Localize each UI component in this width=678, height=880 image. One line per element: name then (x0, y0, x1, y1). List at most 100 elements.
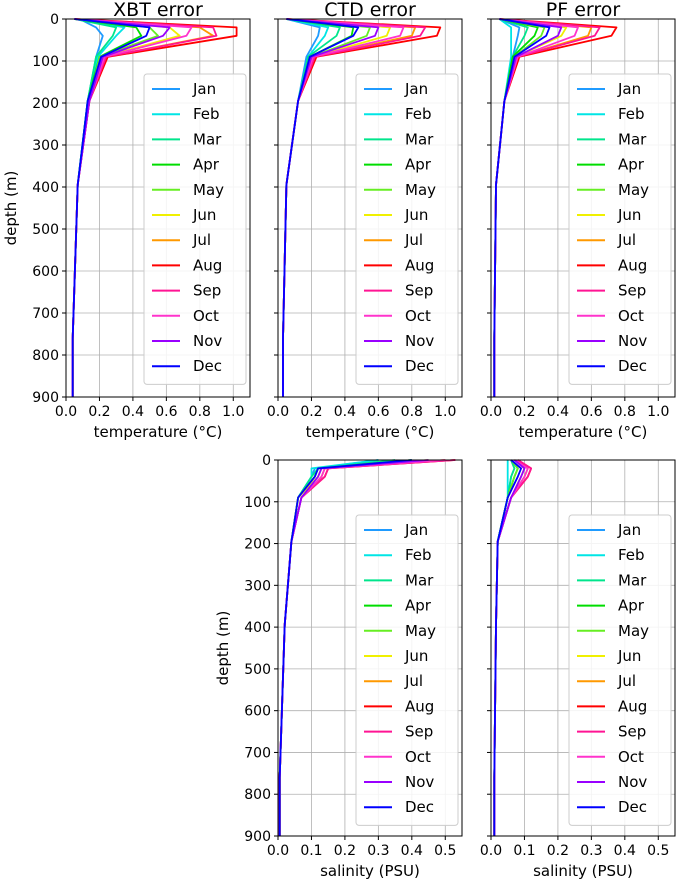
legend-label-mar: Mar (405, 130, 434, 148)
panel-title: XBT error (113, 0, 203, 21)
y-tick-label: 700 (244, 745, 271, 761)
legend-label-oct: Oct (405, 307, 431, 325)
series-line-oct (493, 18, 579, 397)
legend-box (355, 514, 459, 826)
y-tick-label: 0 (262, 453, 271, 469)
series-line-jun (493, 459, 526, 836)
legend-label-feb: Feb (618, 546, 645, 564)
x-tick-label: 0.4 (401, 843, 423, 859)
series-line-dec (282, 18, 360, 397)
legend-label-apr: Apr (618, 597, 645, 615)
series-line-jan (282, 18, 321, 397)
legend-label-sep: Sep (618, 723, 646, 741)
legend-label-dec: Dec (618, 357, 647, 375)
y-tick-label: 200 (244, 537, 271, 553)
legend-label-dec: Dec (193, 357, 222, 375)
legend-label-may: May (405, 181, 436, 199)
legend-label-nov: Nov (618, 773, 647, 791)
legend: Jan Feb Mar Apr May Jun Jul Aug Sep Oct Nov Dec (568, 73, 672, 385)
legend-label-may: May (618, 622, 649, 640)
legend-label-nov: Nov (618, 332, 647, 350)
x-tick-label: 0.8 (189, 404, 211, 420)
legend-label-aug: Aug (405, 697, 434, 715)
y-tick-label: 800 (32, 348, 59, 364)
series-line-sep (493, 459, 532, 836)
y-tick-label: 300 (244, 578, 271, 594)
x-tick-label: 0.2 (88, 404, 110, 420)
legend-label-jun: Jun (617, 647, 641, 665)
y-tick-label: 100 (244, 495, 271, 511)
legend-label-apr: Apr (193, 156, 220, 174)
series-line-dec (493, 459, 522, 836)
legend: Jan Feb Mar Apr May Jun Jul Aug Sep Oct Nov Dec (355, 73, 459, 385)
series-line-dec (278, 459, 412, 836)
y-tick-label: 0 (50, 12, 59, 28)
y-tick-label: 400 (244, 620, 271, 636)
x-axis-label: salinity (PSU) (320, 862, 420, 880)
x-tick-label: 0.3 (580, 843, 602, 859)
y-tick-label: 100 (32, 54, 59, 70)
x-tick-label: 0.0 (267, 404, 289, 420)
y-tick-label: 800 (244, 787, 271, 803)
legend: Jan Feb Mar Apr May Jun Jul Aug Sep Oct Nov Dec (568, 514, 672, 826)
legend-label-oct: Oct (618, 748, 644, 766)
legend-label-aug: Aug (405, 256, 434, 274)
series-line-jun (493, 18, 568, 397)
x-axis-label: temperature (°C) (519, 423, 648, 441)
legend-label-mar: Mar (193, 130, 222, 148)
chart-panel-2: 0.0 0.2 0.4 0.6 0.8 1.0 CTD error temperature (… (267, 0, 463, 441)
panel-title: PF error (546, 0, 621, 21)
plot-frame (490, 18, 676, 398)
x-tick-label: 0.6 (367, 404, 389, 420)
legend-label-sep: Sep (618, 282, 646, 300)
legend-label-jul: Jul (617, 672, 636, 690)
legend-label-jan: Jan (617, 80, 641, 98)
legend-label-jul: Jul (404, 672, 423, 690)
x-tick-label: 0.2 (300, 404, 322, 420)
series-line-apr (493, 18, 539, 397)
legend-label-aug: Aug (618, 697, 647, 715)
legend-label-jan: Jan (192, 80, 216, 98)
legend-label-jan: Jan (404, 80, 428, 98)
plot-frame (277, 18, 463, 398)
legend-box (568, 73, 672, 385)
series-line-mar (493, 459, 516, 836)
legend-label-aug: Aug (193, 256, 222, 274)
legend-label-apr: Apr (618, 156, 645, 174)
y-axis-label: depth (m) (214, 611, 232, 686)
series-line-may (493, 18, 546, 397)
plot-frame (490, 459, 676, 837)
x-tick-label: 0.0 (267, 843, 289, 859)
x-axis-label: temperature (°C) (306, 423, 435, 441)
y-tick-label: 500 (32, 222, 59, 238)
legend-box (143, 73, 247, 385)
legend-label-jul: Jul (617, 231, 636, 249)
legend-label-oct: Oct (618, 307, 644, 325)
legend-label-nov: Nov (193, 332, 222, 350)
y-axis-label: depth (m) (2, 171, 20, 246)
legend-label-mar: Mar (405, 571, 434, 589)
x-tick-label: 0.8 (614, 404, 636, 420)
legend-label-jun: Jun (617, 206, 641, 224)
chart-panel-1: 0.0 0.2 0.4 0.6 0.8 1.0 0 100 200 300 400 500 600 700… (2, 0, 251, 441)
y-tick-label: 200 (32, 96, 59, 112)
legend-label-dec: Dec (405, 357, 434, 375)
legend-label-nov: Nov (405, 332, 434, 350)
legend-label-may: May (193, 181, 224, 199)
legend-label-jun: Jun (192, 206, 216, 224)
y-tick-label: 700 (32, 306, 59, 322)
series-line-dec (71, 18, 151, 397)
legend-label-oct: Oct (405, 748, 431, 766)
y-tick-label: 900 (244, 829, 271, 845)
legend-label-oct: Oct (193, 307, 219, 325)
x-tick-label: 0.4 (122, 404, 144, 420)
legend-label-sep: Sep (405, 282, 433, 300)
x-tick-label: 0.3 (367, 843, 389, 859)
legend-label-nov: Nov (405, 773, 434, 791)
legend-label-mar: Mar (618, 130, 647, 148)
x-tick-label: 0.0 (55, 404, 77, 420)
series-line-apr (282, 18, 355, 397)
x-tick-label: 1.0 (434, 404, 456, 420)
legend-label-apr: Apr (405, 597, 432, 615)
series-line-jan (493, 459, 516, 836)
